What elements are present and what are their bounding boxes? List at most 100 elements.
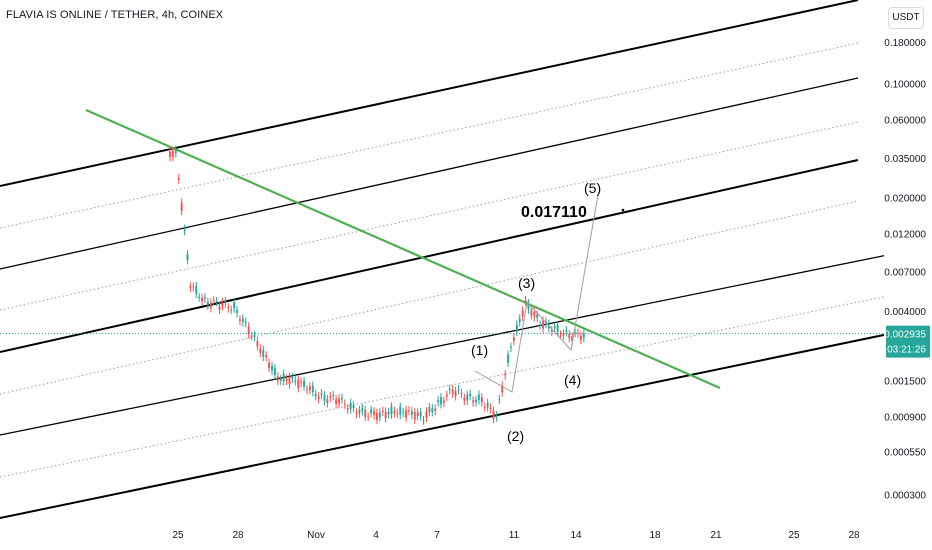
candle-body bbox=[204, 297, 206, 299]
candle-body bbox=[495, 415, 498, 418]
candle-body bbox=[253, 334, 256, 338]
candle-body bbox=[579, 335, 582, 340]
candle-body bbox=[268, 362, 271, 369]
candle-body bbox=[218, 306, 221, 310]
candle-body bbox=[332, 395, 335, 397]
candle-body bbox=[265, 355, 268, 358]
candle-body bbox=[457, 389, 460, 391]
candle-body bbox=[343, 403, 346, 405]
candle-body bbox=[454, 390, 457, 397]
candle-body bbox=[215, 301, 218, 303]
candle-body bbox=[562, 333, 565, 336]
candle-body bbox=[314, 393, 317, 397]
candle-body bbox=[308, 386, 311, 391]
candle-body bbox=[180, 202, 183, 211]
candle-body bbox=[536, 314, 539, 318]
candle-body bbox=[186, 254, 189, 261]
candle-body bbox=[469, 393, 472, 397]
candle-body bbox=[390, 406, 393, 415]
price-tick-11: 0.000550 bbox=[884, 448, 926, 459]
candle-body bbox=[279, 379, 282, 381]
candle-body bbox=[273, 368, 276, 376]
candle-body bbox=[297, 379, 300, 389]
candle-body bbox=[393, 411, 396, 413]
channel-line-7 bbox=[0, 286, 932, 478]
candle-body bbox=[340, 397, 343, 400]
candle-body bbox=[247, 326, 250, 335]
candle-body bbox=[230, 309, 233, 311]
candle-body bbox=[198, 297, 201, 299]
candle-body bbox=[504, 374, 507, 376]
channel-lines bbox=[0, 0, 932, 519]
candle-body bbox=[233, 302, 236, 309]
candle-body bbox=[303, 381, 306, 387]
channel-line-6 bbox=[0, 245, 932, 436]
candle-body bbox=[568, 333, 571, 338]
candle-body bbox=[201, 297, 204, 302]
time-tick-8: 21 bbox=[710, 530, 722, 541]
candle-body bbox=[431, 408, 434, 413]
candle-body bbox=[271, 365, 273, 371]
candle-body bbox=[358, 409, 361, 414]
candle-body bbox=[510, 346, 512, 348]
candle-body bbox=[387, 411, 390, 415]
candle-body bbox=[250, 335, 253, 337]
candles bbox=[169, 145, 585, 425]
candle-body bbox=[501, 385, 504, 393]
candle-body bbox=[189, 286, 192, 288]
candle-body bbox=[209, 302, 212, 309]
price-tick-10: 0.000900 bbox=[884, 413, 926, 424]
candle-body bbox=[542, 320, 544, 329]
candle-body bbox=[311, 385, 314, 393]
candle-body bbox=[460, 392, 463, 394]
candle-body bbox=[329, 396, 332, 398]
candle-body bbox=[440, 397, 442, 405]
candle-body bbox=[486, 402, 489, 408]
candle-body bbox=[291, 377, 294, 379]
candle-body bbox=[169, 151, 171, 157]
candle-body bbox=[192, 286, 195, 288]
candle-body bbox=[364, 410, 367, 417]
currency-button[interactable]: USDT bbox=[888, 7, 924, 29]
candle-body bbox=[384, 411, 387, 419]
wave-path bbox=[0, 194, 884, 393]
wave-path-line bbox=[474, 194, 599, 393]
candle-body bbox=[582, 333, 585, 338]
candle-body bbox=[466, 394, 469, 401]
last-price-tag bbox=[886, 325, 930, 358]
candle-body bbox=[530, 309, 533, 316]
price-axis: 0.180000 0.100000 0.060000 0.035000 0.020000… bbox=[884, 0, 932, 550]
candle-body bbox=[221, 301, 224, 307]
candle-body bbox=[285, 378, 288, 381]
candle-body bbox=[571, 336, 574, 342]
candle-body bbox=[206, 301, 209, 306]
annotation-1: (1) bbox=[471, 342, 488, 358]
candle-body bbox=[422, 420, 425, 422]
candle-body bbox=[195, 285, 198, 294]
candle-body bbox=[408, 410, 410, 412]
candle-body bbox=[259, 348, 262, 353]
candle-body bbox=[352, 405, 355, 408]
green-trendline bbox=[85, 108, 721, 390]
candle-body bbox=[477, 394, 480, 401]
candle-body bbox=[183, 228, 186, 231]
candle-body bbox=[553, 326, 556, 329]
candle-body bbox=[533, 311, 536, 318]
candle-body bbox=[236, 310, 238, 313]
candle-body bbox=[355, 412, 358, 415]
candle-body bbox=[524, 299, 527, 302]
candle-body bbox=[550, 330, 553, 332]
time-tick-7: 18 bbox=[649, 530, 661, 541]
channel-line-1 bbox=[0, 42, 859, 229]
candle-body bbox=[396, 412, 399, 414]
time-tick-0: 25 bbox=[172, 530, 184, 541]
time-tick-4: 7 bbox=[434, 530, 440, 541]
channel-line-8 bbox=[0, 324, 932, 519]
candle-body bbox=[518, 318, 521, 323]
candle-body bbox=[375, 413, 378, 420]
price-tick-9: 0.001500 bbox=[884, 377, 926, 388]
candle-body bbox=[238, 319, 241, 321]
symbol-title: FLAVIA IS ONLINE / TETHER, 4h, COINEX bbox=[6, 9, 224, 21]
candle-body bbox=[507, 354, 510, 363]
